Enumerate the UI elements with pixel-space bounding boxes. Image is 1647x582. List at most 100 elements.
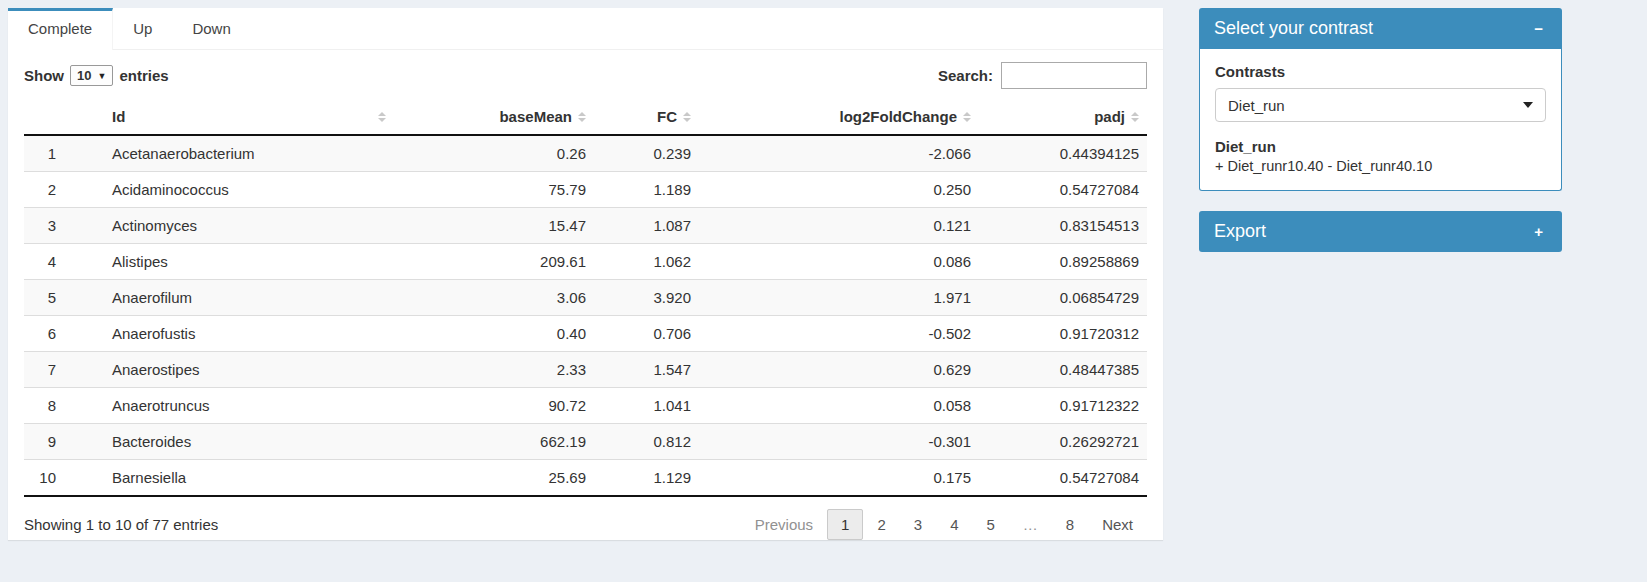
cell-fc: 1.041 xyxy=(594,388,699,424)
sort-icon xyxy=(578,112,586,122)
cell-log2foldchange: -0.301 xyxy=(699,424,979,460)
dropdown-caret-icon xyxy=(1523,102,1533,108)
cell-id: Bacteroides xyxy=(64,424,394,460)
cell-id: Anaerostipes xyxy=(64,352,394,388)
cell-padj: 0.54727084 xyxy=(979,460,1147,497)
cell-padj: 0.44394125 xyxy=(979,135,1147,172)
contrast-select-value: Diet_run xyxy=(1228,97,1285,114)
header-basemean-label: baseMean xyxy=(499,108,572,125)
results-tabbar: Complete Up Down xyxy=(8,8,1163,50)
pagination-page[interactable]: 2 xyxy=(863,509,899,540)
contrast-name: Diet_run xyxy=(1215,138,1546,155)
table-row[interactable]: 6Anaerofustis0.400.706-0.5020.91720312 xyxy=(24,316,1147,352)
header-fc[interactable]: FC xyxy=(594,99,699,135)
length-control: Show 10 ▼ entries xyxy=(24,65,169,86)
cell-log2foldchange: -0.502 xyxy=(699,316,979,352)
header-padj-label: padj xyxy=(1094,108,1125,125)
cell-log2foldchange: 0.121 xyxy=(699,208,979,244)
cell-basemean: 15.47 xyxy=(394,208,594,244)
collapse-plus-icon[interactable]: + xyxy=(1530,222,1547,241)
pagination-page[interactable]: 8 xyxy=(1052,509,1088,540)
pagination-page[interactable]: 4 xyxy=(936,509,972,540)
contrast-box-body: Contrasts Diet_run Diet_run + Diet_runr1… xyxy=(1199,49,1562,191)
header-log2foldchange[interactable]: log2FoldChange xyxy=(699,99,979,135)
cell-row-index: 7 xyxy=(24,352,64,388)
cell-fc: 3.920 xyxy=(594,280,699,316)
header-basemean[interactable]: baseMean xyxy=(394,99,594,135)
cell-fc: 1.087 xyxy=(594,208,699,244)
contrast-select[interactable]: Diet_run xyxy=(1215,88,1546,122)
cell-padj: 0.89258869 xyxy=(979,244,1147,280)
tab-complete[interactable]: Complete xyxy=(8,8,113,50)
collapse-minus-icon[interactable]: − xyxy=(1530,19,1547,38)
contrast-box-header[interactable]: Select your contrast − xyxy=(1199,8,1562,49)
pagination-ellipsis: … xyxy=(1009,509,1052,540)
page-length-value: 10 xyxy=(77,68,91,83)
sidebar: Select your contrast − Contrasts Diet_ru… xyxy=(1199,8,1562,272)
export-box-title: Export xyxy=(1214,221,1266,242)
cell-log2foldchange: 0.250 xyxy=(699,172,979,208)
table-row[interactable]: 5Anaerofilum3.063.9201.9710.06854729 xyxy=(24,280,1147,316)
pagination-pages: 12345…8 xyxy=(827,516,1088,533)
sort-icon xyxy=(963,112,971,122)
cell-row-index: 8 xyxy=(24,388,64,424)
cell-fc: 0.239 xyxy=(594,135,699,172)
table-row[interactable]: 2Acidaminococcus75.791.1890.2500.5472708… xyxy=(24,172,1147,208)
search-control: Search: xyxy=(938,62,1147,89)
sort-icon xyxy=(683,112,691,122)
cell-padj: 0.83154513 xyxy=(979,208,1147,244)
cell-id: Barnesiella xyxy=(64,460,394,497)
cell-log2foldchange: 0.175 xyxy=(699,460,979,497)
table-footer: Showing 1 to 10 of 77 entries Previous 1… xyxy=(24,497,1147,550)
table-row[interactable]: 10Barnesiella25.691.1290.1750.54727084 xyxy=(24,460,1147,497)
table-panel: Show 10 ▼ entries Search: xyxy=(8,50,1163,550)
contrast-box-title: Select your contrast xyxy=(1214,18,1373,39)
cell-log2foldchange: 0.629 xyxy=(699,352,979,388)
table-row[interactable]: 9Bacteroides662.190.812-0.3010.26292721 xyxy=(24,424,1147,460)
header-id[interactable]: Id xyxy=(64,99,394,135)
cell-row-index: 5 xyxy=(24,280,64,316)
header-padj[interactable]: padj xyxy=(979,99,1147,135)
cell-fc: 0.706 xyxy=(594,316,699,352)
pagination-page[interactable]: 1 xyxy=(827,509,863,540)
tab-up[interactable]: Up xyxy=(113,8,172,49)
tab-down[interactable]: Down xyxy=(172,8,250,49)
cell-id: Anaerotruncus xyxy=(64,388,394,424)
cell-row-index: 10 xyxy=(24,460,64,497)
cell-log2foldchange: 0.058 xyxy=(699,388,979,424)
contrasts-label: Contrasts xyxy=(1215,63,1546,80)
table-row[interactable]: 1Acetanaerobacterium0.260.239-2.0660.443… xyxy=(24,135,1147,172)
cell-padj: 0.06854729 xyxy=(979,280,1147,316)
contrast-formula: + Diet_runr10.40 - Diet_runr40.10 xyxy=(1215,158,1546,174)
cell-fc: 0.812 xyxy=(594,424,699,460)
table-row[interactable]: 3Actinomyces15.471.0870.1210.83154513 xyxy=(24,208,1147,244)
cell-row-index: 9 xyxy=(24,424,64,460)
pagination-next[interactable]: Next xyxy=(1088,509,1147,540)
cell-padj: 0.91712322 xyxy=(979,388,1147,424)
cell-basemean: 0.26 xyxy=(394,135,594,172)
table-row[interactable]: 7Anaerostipes2.331.5470.6290.48447385 xyxy=(24,352,1147,388)
cell-row-index: 3 xyxy=(24,208,64,244)
table-row[interactable]: 4Alistipes209.611.0620.0860.89258869 xyxy=(24,244,1147,280)
page-length-select[interactable]: 10 ▼ xyxy=(70,65,113,86)
table-info: Showing 1 to 10 of 77 entries xyxy=(24,516,218,533)
cell-row-index: 6 xyxy=(24,316,64,352)
cell-basemean: 0.40 xyxy=(394,316,594,352)
pagination-page[interactable]: 5 xyxy=(972,509,1008,540)
table-header-row: Id baseMean FC xyxy=(24,99,1147,135)
cell-basemean: 662.19 xyxy=(394,424,594,460)
cell-basemean: 90.72 xyxy=(394,388,594,424)
cell-log2foldchange: 0.086 xyxy=(699,244,979,280)
search-input[interactable] xyxy=(1001,62,1147,89)
table-body: 1Acetanaerobacterium0.260.239-2.0660.443… xyxy=(24,135,1147,496)
export-box: Export + xyxy=(1199,211,1562,252)
export-box-header[interactable]: Export + xyxy=(1199,211,1562,252)
cell-id: Acidaminococcus xyxy=(64,172,394,208)
pagination-page[interactable]: 3 xyxy=(900,509,936,540)
cell-fc: 1.129 xyxy=(594,460,699,497)
table-row[interactable]: 8Anaerotruncus90.721.0410.0580.91712322 xyxy=(24,388,1147,424)
sort-icon xyxy=(1131,112,1139,122)
cell-basemean: 209.61 xyxy=(394,244,594,280)
cell-padj: 0.26292721 xyxy=(979,424,1147,460)
pagination-previous[interactable]: Previous xyxy=(741,509,827,540)
